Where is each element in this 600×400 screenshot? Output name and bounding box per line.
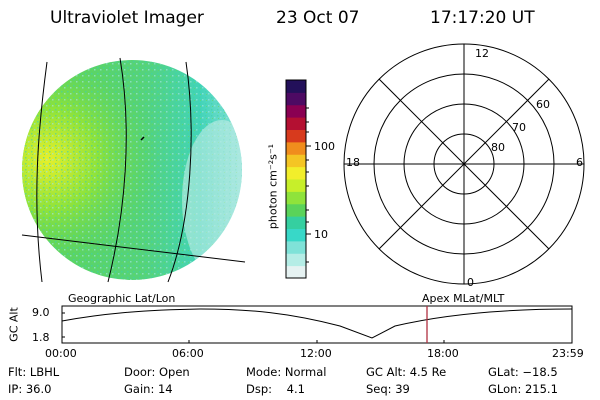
colorbar-segment	[286, 179, 306, 192]
mlt-label-left: 18	[346, 156, 360, 169]
timeline-ytick-high: 9.0	[32, 306, 50, 319]
colorbar-unit-label: photon cm⁻²s⁻¹	[266, 143, 280, 230]
lat-label-60: 60	[536, 98, 550, 111]
timeline-xtick-0: 00:00	[45, 347, 77, 360]
colorbar-segment	[286, 253, 306, 267]
colorbar-segment	[286, 117, 306, 130]
status-ip: IP: 36.0	[8, 382, 52, 396]
mlt-label-bottom: 0	[467, 276, 474, 289]
status-flt: Flt: LBHL	[8, 365, 60, 379]
date-label: 23 Oct 07	[276, 8, 360, 28]
status-mode: Mode: Normal	[246, 365, 327, 379]
colorbar-segment	[286, 80, 306, 93]
timeline-right-label: Apex MLat/MLT	[422, 292, 505, 305]
status-glon: GLon: 215.1	[488, 382, 558, 396]
colorbar-segment	[286, 129, 306, 143]
colorbar-segment	[286, 104, 306, 118]
time-label: 17:17:20 UT	[430, 8, 535, 28]
marker-tick	[140, 136, 145, 141]
status-door: Door: Open	[124, 365, 190, 379]
mlt-label-right: 6	[576, 156, 583, 169]
colorbar-segment	[286, 191, 306, 205]
colorbar	[286, 80, 306, 279]
colorbar-segment	[286, 216, 306, 229]
colorbar-segment	[286, 240, 306, 254]
mlt-label-top: 12	[475, 47, 489, 60]
colorbar-segment	[286, 154, 306, 168]
status-gain: Gain: 14	[124, 382, 173, 396]
altitude-curve	[61, 308, 573, 339]
lat-label-80: 80	[491, 141, 505, 154]
colorbar-segment	[286, 228, 306, 242]
timeline-xtick-2: 12:00	[300, 347, 332, 360]
timeline-ytick-low: 1.8	[32, 331, 50, 344]
status-gc-alt: GC Alt: 4.5 Re	[366, 365, 447, 379]
colorbar-segment	[286, 92, 306, 106]
timeline-xtick-1: 06:00	[172, 347, 204, 360]
status-seq: Seq: 39	[366, 382, 410, 396]
polar-grid	[343, 43, 585, 285]
timeline-ylabel: GC Alt	[7, 307, 21, 342]
instrument-title: Ultraviolet Imager	[50, 8, 204, 28]
timeline-left-label: Geographic Lat/Lon	[68, 292, 176, 305]
timeline-xtick-3: 18:00	[427, 347, 459, 360]
earth-disk	[22, 60, 242, 280]
geographic-grid	[21, 57, 246, 283]
colorbar-segment	[286, 265, 306, 279]
colorbar-segment	[286, 203, 306, 217]
colorbar-tick-10: 10	[314, 228, 328, 241]
timeline-xtick-4: 23:59	[552, 347, 584, 360]
colorbar-segment	[286, 141, 306, 155]
lat-label-70: 70	[512, 121, 526, 134]
status-dsp: Dsp: 4.1	[246, 382, 305, 396]
status-glat: GLat: −18.5	[488, 365, 558, 379]
colorbar-segment	[286, 166, 306, 180]
colorbar-tick-100: 100	[314, 140, 335, 153]
